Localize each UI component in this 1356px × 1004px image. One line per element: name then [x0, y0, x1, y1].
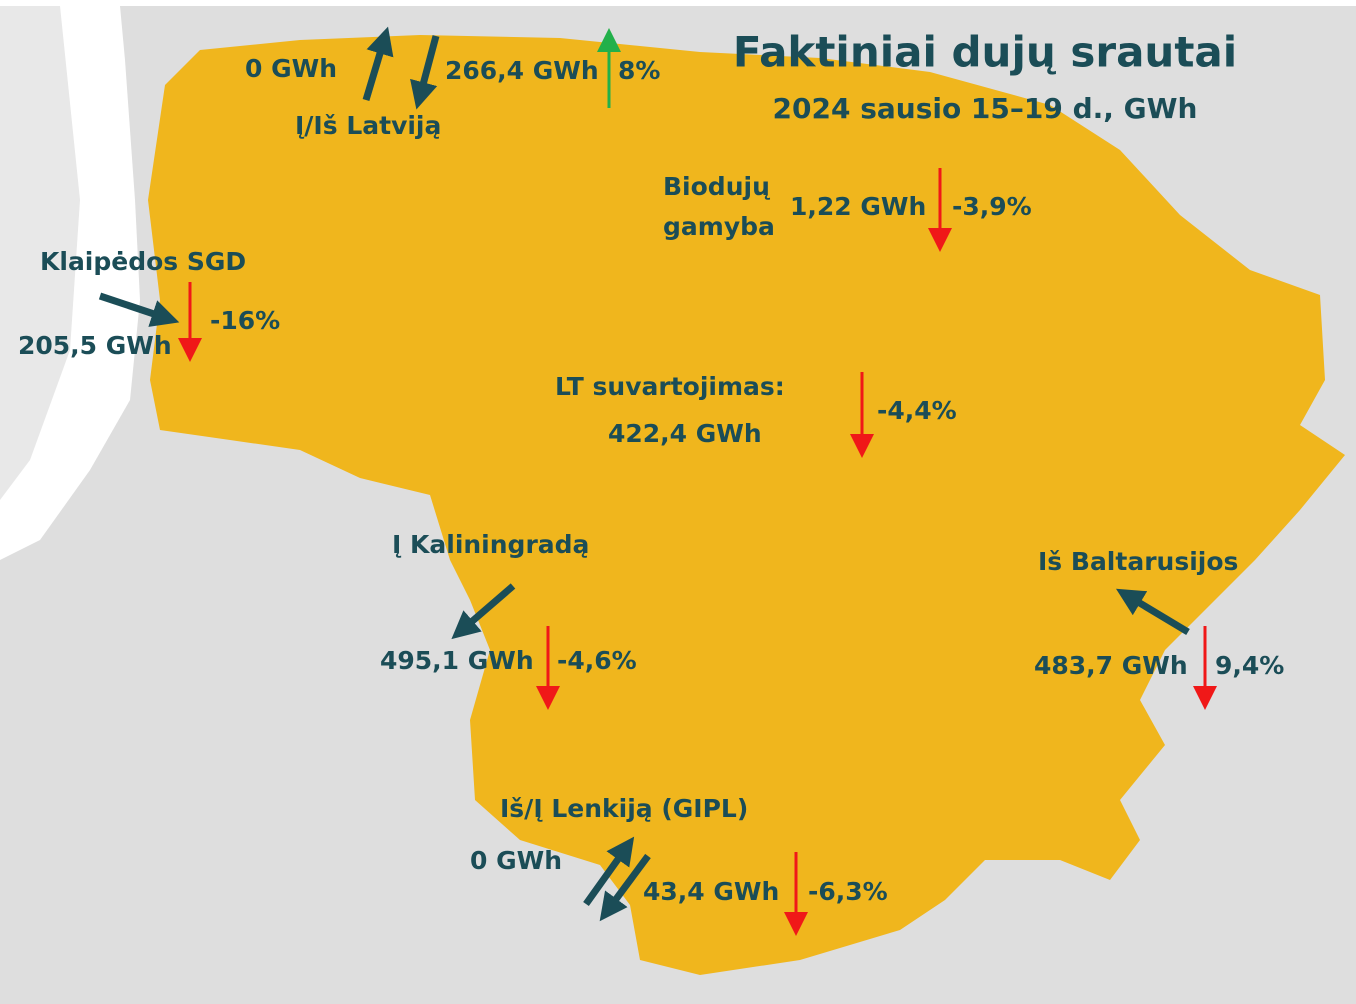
poland-out: 43,4 GWh — [643, 877, 779, 906]
biogas-value: 1,22 GWh — [790, 192, 926, 221]
kaliningrad-change: -4,6% — [557, 646, 637, 675]
consumption-label: LT suvartojimas: — [555, 372, 785, 401]
latvia-label: Į/Iš Latviją — [295, 111, 441, 140]
subtitle: 2024 sausio 15–19 d., GWh — [773, 92, 1198, 125]
latvia-out: 266,4 GWh — [445, 56, 599, 85]
arrow-out — [599, 853, 651, 922]
biogas-label: Biodujų — [663, 172, 770, 201]
poland-in: 0 GWh — [470, 846, 562, 875]
arrow-in — [98, 292, 180, 327]
latvia-change: 8% — [618, 56, 660, 85]
spit — [0, 6, 80, 500]
title: Faktiniai dujų srautai — [733, 28, 1237, 77]
klaipeda-change: -16% — [210, 306, 280, 335]
lithuania — [148, 35, 1345, 975]
latvia-in: 0 GWh — [245, 54, 337, 83]
arrow-in — [362, 26, 394, 102]
consumption-value: 422,4 GWh — [608, 419, 762, 448]
arrow-in — [583, 836, 635, 907]
poland-change: -6,3% — [808, 877, 888, 906]
biogas-label: gamyba — [663, 212, 775, 241]
consumption-change: -4,4% — [877, 396, 957, 425]
belarus-value: 483,7 GWh — [1034, 651, 1188, 680]
arrow-out — [451, 583, 516, 640]
arrow-out — [410, 35, 440, 110]
kaliningrad-label: Į Kaliningradą — [392, 530, 589, 559]
poland-label: Iš/Į Lenkiją (GIPL) — [500, 794, 748, 823]
top-strip — [0, 0, 1356, 6]
kaliningrad-value: 495,1 GWh — [380, 646, 534, 675]
klaipeda-value: 205,5 GWh — [18, 331, 172, 360]
biogas-change: -3,9% — [952, 192, 1032, 221]
belarus-label: Iš Baltarusijos — [1038, 547, 1238, 576]
belarus-change: 9,4% — [1215, 651, 1284, 680]
arrow-in — [1115, 588, 1190, 636]
klaipeda-label: Klaipėdos SGD — [40, 247, 246, 276]
